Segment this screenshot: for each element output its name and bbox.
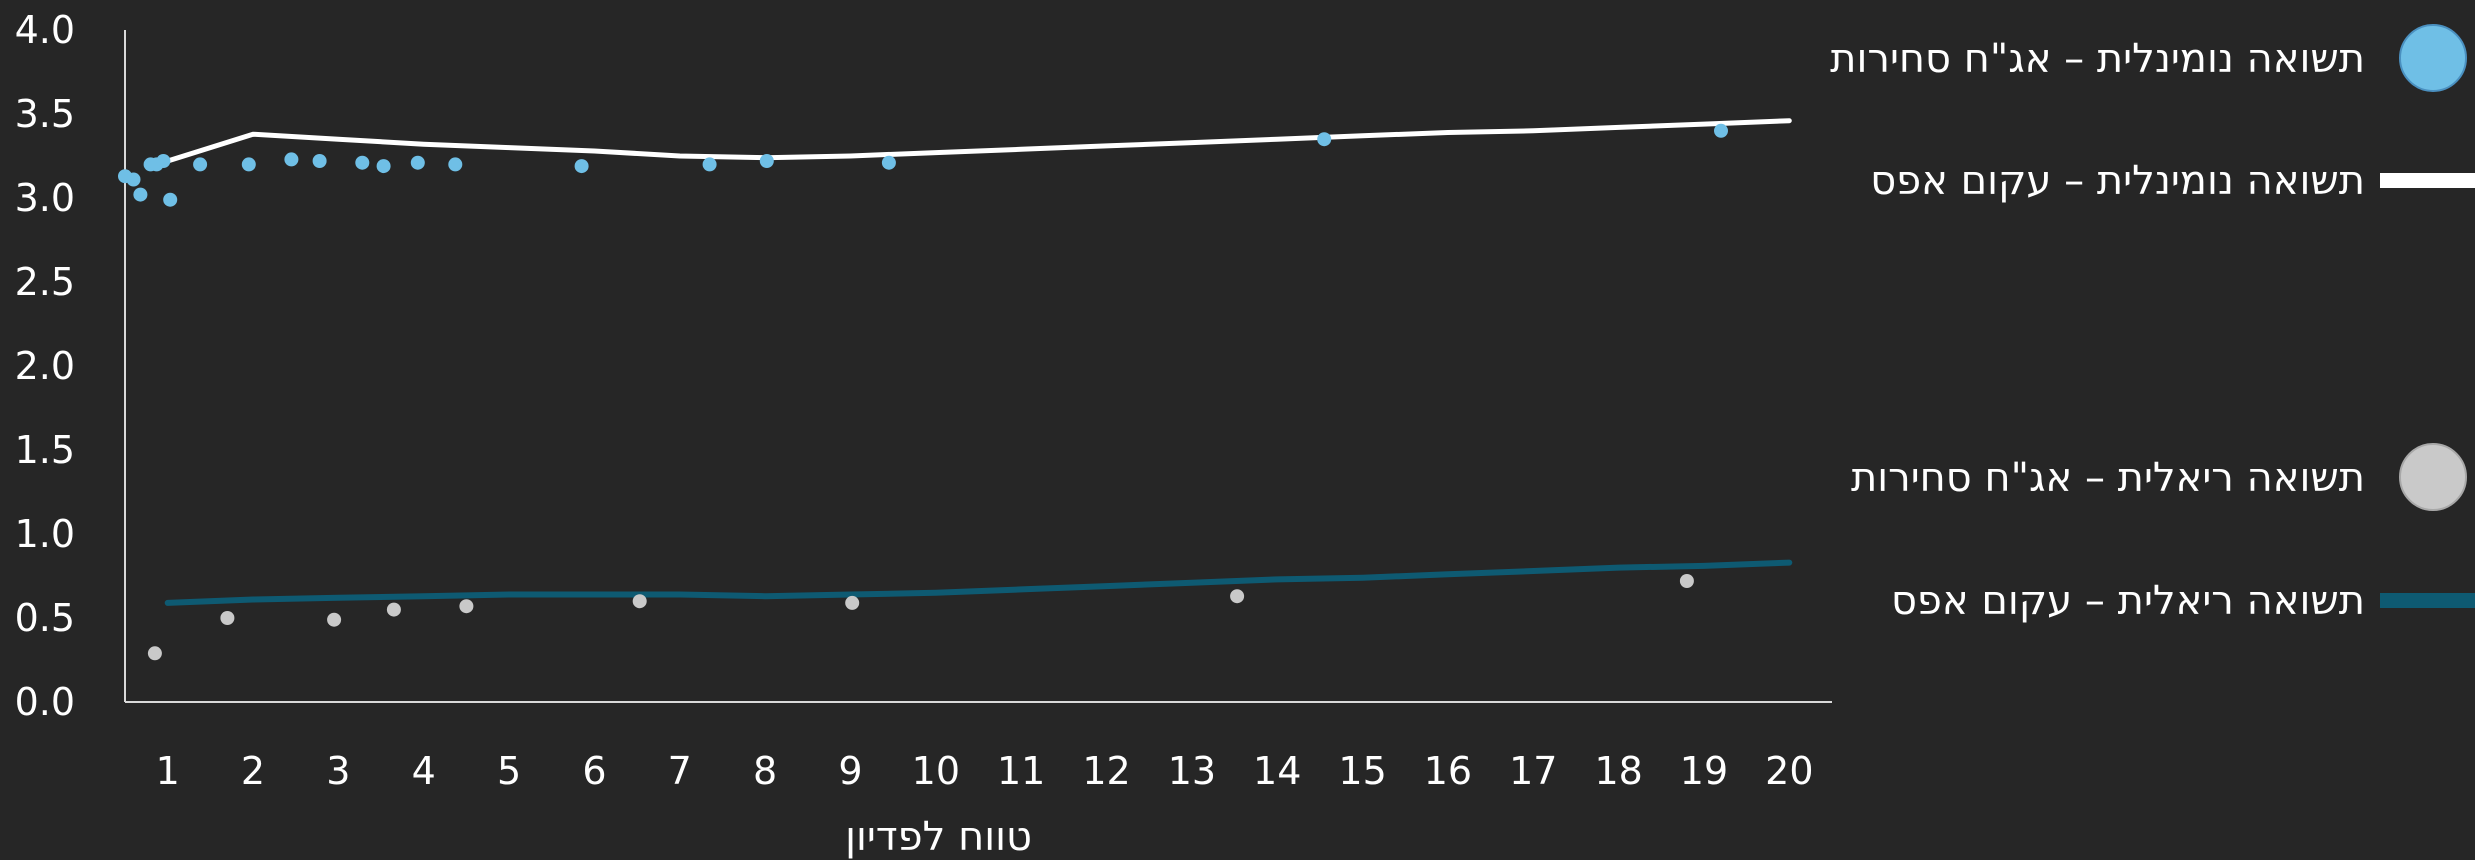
x-tick-label: 4	[412, 749, 436, 793]
y-tick-label: 4.0	[15, 8, 75, 52]
data-point	[1230, 589, 1245, 604]
data-point	[163, 192, 178, 207]
x-tick-label: 15	[1338, 749, 1386, 793]
data-point	[410, 155, 425, 170]
x-tick-labels: 1 2 3 4 5 6 7 8 9 10 11 12 13 14 15 16 17 18 19 20	[156, 749, 1814, 793]
data-point	[312, 154, 327, 168]
data-point	[327, 612, 342, 627]
legend: תשואה נומינלית – אג"ח סחירות תשואה נומינל…	[1830, 24, 2475, 624]
y-tick-label: 0.0	[15, 680, 75, 724]
data-point	[241, 157, 256, 172]
data-point	[1714, 123, 1728, 138]
y-tick-labels: 0.0 0.5 1.0 1.5 2.0 2.5 3.0 3.5 4.0	[15, 8, 75, 724]
data-point	[1679, 574, 1694, 588]
x-tick-label: 20	[1765, 749, 1813, 793]
legend-label: תשואה נומינלית – אג"ח סחירות	[1830, 36, 2365, 82]
x-tick-label: 3	[326, 749, 350, 793]
data-point	[448, 157, 463, 172]
legend-label: תשואה ריאלית – אג"ח סחירות	[1851, 455, 2365, 501]
data-point	[376, 159, 391, 174]
data-point	[574, 159, 589, 174]
data-point	[126, 172, 141, 187]
legend-marker	[2399, 443, 2467, 511]
data-point	[156, 154, 171, 168]
data-point	[459, 599, 474, 614]
x-tick-label: 8	[753, 749, 777, 793]
data-point	[386, 602, 401, 617]
x-tick-label: 11	[997, 749, 1045, 793]
x-tick-label: 1	[156, 749, 180, 793]
x-tick-label: 2	[241, 749, 265, 793]
y-tick-label: 1.5	[15, 428, 75, 472]
data-point	[702, 157, 717, 172]
series-line	[164, 559, 1793, 606]
x-tick-label: 17	[1509, 749, 1557, 793]
x-tick-label: 16	[1424, 749, 1472, 793]
data-point	[147, 646, 162, 661]
x-tick-label: 5	[497, 749, 521, 793]
y-tick-label: 3.5	[15, 92, 75, 136]
y-tick-label: 3.0	[15, 176, 75, 220]
x-tick-label: 10	[912, 749, 960, 793]
legend-label: תשואה נומינלית – עקום אפס	[1870, 158, 2365, 204]
axes	[124, 30, 1832, 703]
legend-line	[2380, 593, 2475, 608]
legend-line	[2380, 173, 2475, 188]
data-point	[845, 595, 860, 610]
x-tick-label: 14	[1253, 749, 1301, 793]
data-point	[220, 611, 235, 625]
y-tick-label: 0.5	[15, 596, 75, 640]
x-tick-label: 13	[1168, 749, 1216, 793]
x-tick-label: 6	[582, 749, 606, 793]
x-axis-title: טווח לפדיון	[845, 814, 1032, 860]
data-point	[632, 594, 647, 609]
x-tick-label: 12	[1082, 749, 1130, 793]
legend-marker	[2399, 24, 2467, 92]
y-tick-label: 1.0	[15, 512, 75, 556]
x-tick-label: 18	[1594, 749, 1642, 793]
data-point	[133, 187, 148, 202]
legend-label: תשואה ריאלית – עקום אפס	[1891, 578, 2365, 624]
x-tick-label: 19	[1680, 749, 1728, 793]
data-point	[355, 155, 370, 170]
data-point	[881, 155, 896, 170]
x-tick-label: 9	[838, 749, 862, 793]
x-tick-label: 7	[668, 749, 692, 793]
data-point	[1317, 132, 1332, 147]
series-line	[165, 118, 1792, 164]
data-point	[284, 152, 299, 167]
data-point	[193, 157, 208, 172]
data-point	[759, 154, 774, 168]
y-tick-label: 2.0	[15, 344, 75, 388]
y-tick-label: 2.5	[15, 260, 75, 304]
plot-area	[118, 118, 1793, 661]
